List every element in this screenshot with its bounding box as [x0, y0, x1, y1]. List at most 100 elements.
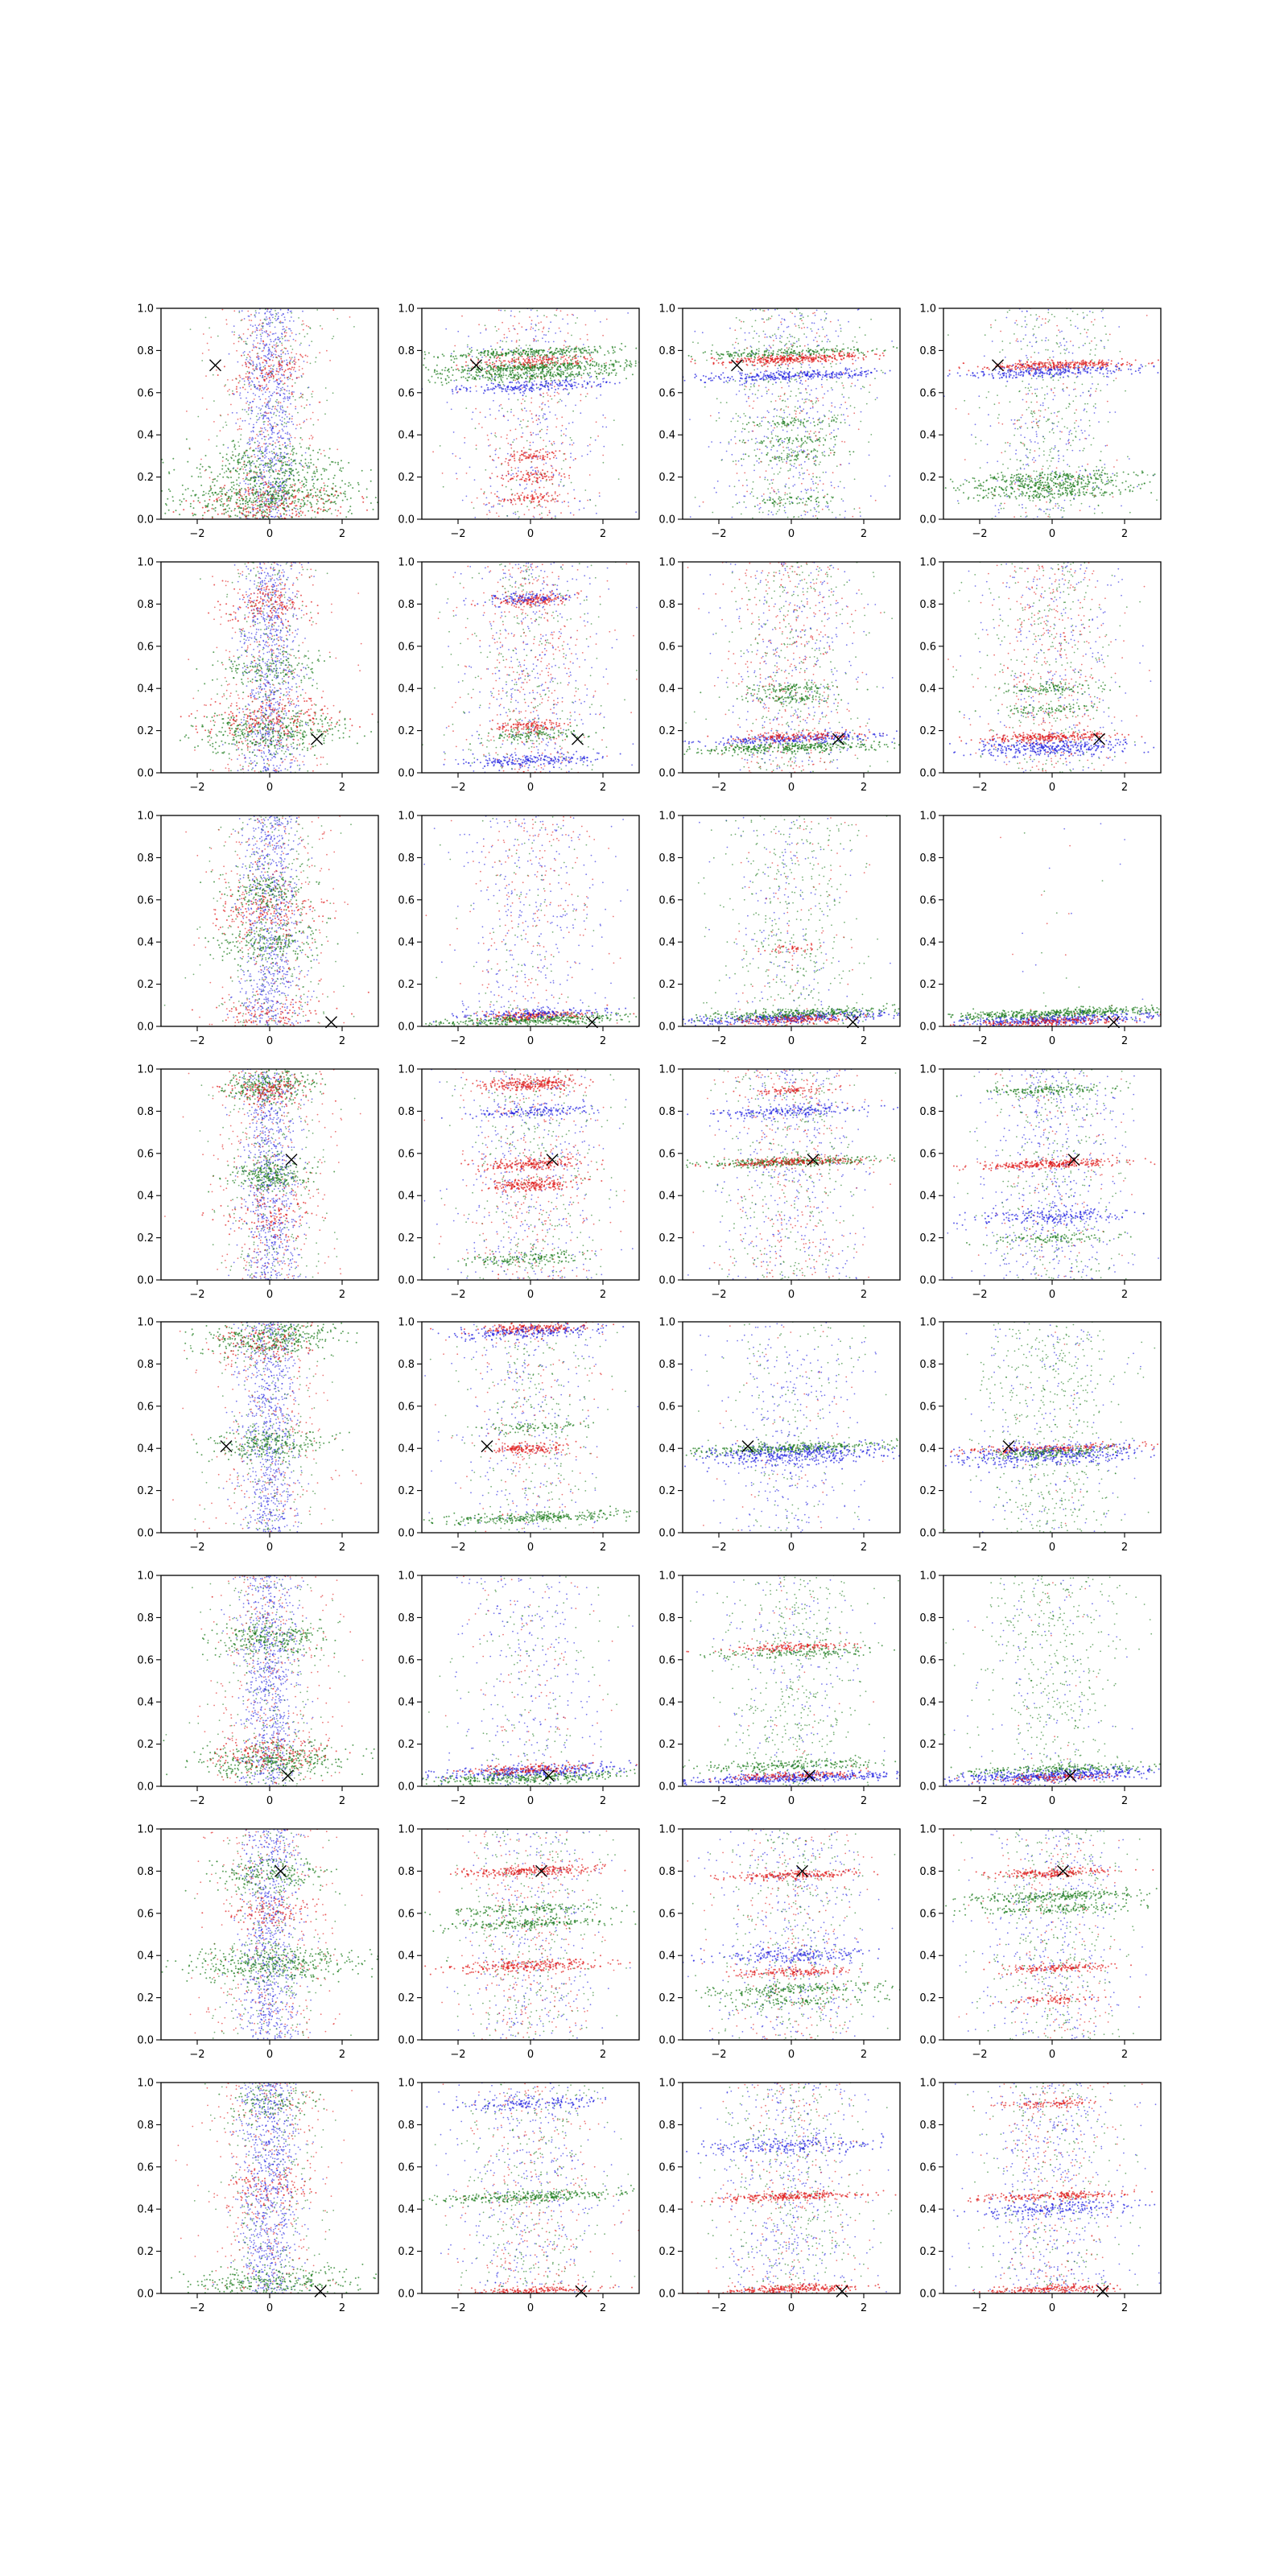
scatter-point [199, 468, 201, 470]
y-tick-label: 1.0 [137, 303, 154, 316]
scatter-point [536, 495, 539, 497]
scatter-point [269, 477, 270, 478]
scatter-point [221, 490, 223, 493]
scatter-point [559, 493, 561, 496]
scatter-point [528, 509, 530, 511]
scatter-point [262, 340, 264, 342]
scatter-point [522, 384, 525, 386]
scatter-point [792, 367, 794, 369]
scatter-point [283, 500, 285, 502]
scatter-point [251, 349, 254, 352]
scatter-point [547, 400, 549, 402]
scatter-point [285, 502, 287, 505]
scatter-point [577, 347, 580, 349]
scatter-point [290, 453, 291, 455]
scatter-point [772, 429, 774, 431]
scatter-point [264, 481, 266, 483]
scatter-point [494, 418, 497, 419]
scatter-point [261, 427, 263, 430]
scatter-point [233, 333, 235, 336]
scatter-point [536, 450, 539, 452]
scatter-point [531, 364, 534, 366]
scatter-point [223, 487, 225, 489]
scatter-point [533, 351, 535, 353]
scatter-point [464, 369, 466, 370]
scatter-point [241, 319, 243, 321]
scatter-point [775, 456, 778, 459]
scatter-point [502, 474, 503, 477]
scatter-point [258, 381, 260, 383]
scatter-point [756, 332, 758, 335]
scatter-point [513, 389, 515, 391]
scatter-point [522, 409, 523, 411]
scatter-point [492, 352, 493, 354]
scatter-point [507, 366, 510, 369]
scatter-point [230, 477, 232, 478]
scatter-point [265, 415, 267, 417]
scatter-point [567, 393, 569, 395]
scatter-point [559, 353, 561, 355]
scatter-point [592, 351, 594, 353]
scatter-point [556, 391, 559, 394]
scatter-point [283, 400, 285, 402]
scatter-point [276, 515, 279, 518]
scatter-point [535, 387, 538, 389]
scatter-point [332, 495, 335, 497]
scatter-point [245, 500, 247, 502]
scatter-point [467, 346, 469, 348]
scatter-point [577, 356, 580, 357]
scatter-point [291, 450, 293, 452]
scatter-point [546, 478, 547, 481]
scatter-point [242, 507, 245, 510]
scatter-point [551, 382, 554, 384]
scatter-point [236, 483, 238, 485]
scatter-point [231, 451, 233, 453]
scatter-point [585, 350, 588, 352]
scatter-point [494, 369, 497, 372]
scatter-point [481, 427, 483, 428]
scatter-point [200, 463, 202, 465]
scatter-point [269, 371, 271, 374]
scatter-point [321, 328, 324, 330]
scatter-point [553, 379, 555, 382]
scatter-point [498, 357, 501, 359]
scatter-point [274, 318, 276, 320]
scatter-point [509, 382, 511, 384]
scatter-point [248, 376, 250, 378]
scatter-point [326, 500, 328, 502]
scatter-point [891, 341, 893, 342]
scatter-point [517, 467, 519, 469]
scatter-point [588, 364, 591, 366]
scatter-point [518, 387, 520, 390]
scatter-point [538, 500, 540, 502]
scatter-point [535, 472, 537, 474]
scatter-point [855, 360, 857, 361]
scatter-point [807, 511, 809, 514]
scatter-point [544, 456, 547, 457]
scatter-point [260, 452, 262, 455]
panels-group: −2 0 20.00.20.40.60.81.0−2 0 20.00.20.40.60.… [137, 303, 1162, 2314]
scatter-point [539, 394, 542, 396]
scatter-point [766, 392, 768, 394]
scatter-point [246, 365, 248, 368]
scatter-point [249, 448, 251, 450]
scatter-point [277, 477, 279, 479]
scatter-point [543, 376, 546, 378]
scatter-point [272, 470, 275, 473]
scatter-point [271, 458, 274, 460]
scatter-point [496, 490, 498, 493]
scatter-point [543, 334, 545, 336]
scatter-point [535, 455, 538, 457]
scatter-point [189, 502, 192, 505]
scatter-point [258, 469, 261, 471]
scatter-point [284, 340, 287, 341]
scatter-point [211, 517, 213, 519]
scatter-point [266, 417, 268, 419]
scatter-point [601, 373, 604, 375]
scatter-point [245, 469, 247, 471]
scatter-point [766, 336, 768, 338]
scatter-point [238, 499, 241, 502]
scatter-point [546, 354, 547, 357]
scatter-point [307, 355, 308, 357]
scatter-point [569, 375, 572, 378]
